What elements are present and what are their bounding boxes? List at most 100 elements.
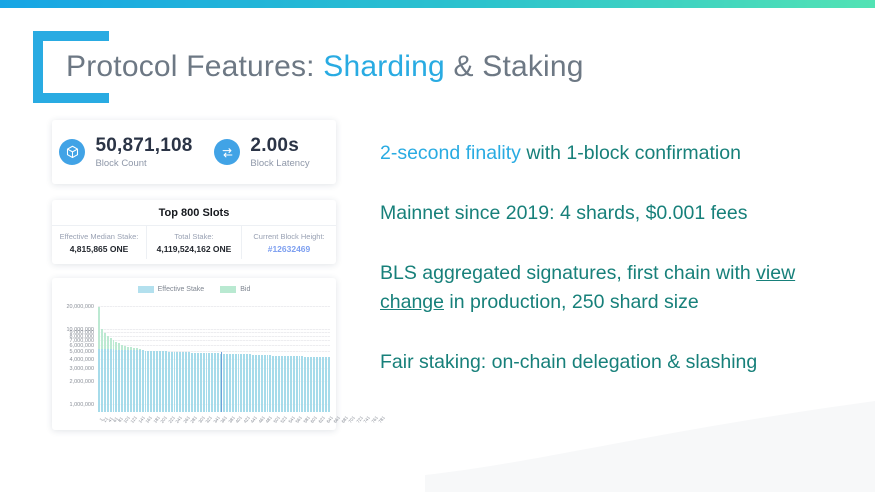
effective-stake-bar [115, 349, 118, 412]
chart-bar-column [147, 304, 151, 412]
chart-bar-column [103, 304, 107, 412]
chart-x-axis-labels: 1 21 41 61 81 101 121 141 161 181 201 221 241 261 281 3… [98, 415, 386, 428]
effective-stake-bar [217, 353, 220, 412]
slots-card-title: Top 800 Slots [158, 207, 230, 219]
y-axis-tick-label: 1,000,000 [69, 401, 94, 408]
effective-stake-bar [214, 353, 217, 412]
effective-stake-bar [307, 356, 310, 412]
chart-bar-column [121, 304, 125, 412]
chart-bars [98, 304, 331, 412]
page-title: Protocol Features: Sharding & Staking [66, 50, 590, 84]
y-axis-tick-label: 6,000,000 [69, 343, 94, 350]
bullet-text-segment: BLS aggregated signatures, first chain w… [380, 262, 757, 284]
effective-stake-bar [156, 351, 159, 412]
effective-stake-bar [324, 357, 327, 412]
effective-stake-bar [106, 349, 109, 412]
chart-bar-column [150, 304, 154, 412]
effective-stake-bar [315, 356, 318, 412]
chart-bar-column [164, 304, 168, 412]
chart-bar-column [252, 304, 255, 412]
effective-stake-bar [220, 353, 222, 412]
effective-stake-bar [103, 349, 106, 412]
effective-stake-bar [205, 353, 208, 412]
chart-bar-column [278, 304, 282, 412]
slots-cell: Current Block Height: #12632469 [241, 226, 336, 259]
chart-bar-column [217, 304, 221, 412]
effective-stake-bar [272, 355, 275, 412]
effective-stake-bar [164, 351, 167, 412]
chart-bar-column [315, 304, 319, 412]
effective-stake-bar [310, 356, 313, 412]
effective-stake-bar [240, 354, 243, 412]
effective-stake-bar [257, 354, 260, 412]
chart-bar-column [185, 304, 189, 412]
view-change-link[interactable]: view change [380, 262, 796, 313]
effective-stake-bar [129, 349, 132, 412]
effective-stake-bar [208, 353, 211, 412]
chart-bar-column [179, 304, 183, 412]
bullet-text-segment: with 1-block confirmation [520, 142, 741, 164]
y-axis-tick-label: 8,000,000 [69, 333, 94, 340]
chart-bar-column [188, 304, 191, 412]
chart-bar-column [144, 304, 148, 412]
y-axis-tick-label: 4,000,000 [69, 356, 94, 363]
y-axis-tick-label: 10,000,000 [66, 326, 94, 333]
effective-stake-bar [286, 356, 289, 412]
bullet-item: BLS aggregated signatures, first chain w… [380, 259, 852, 317]
effective-stake-bar [170, 351, 173, 412]
effective-stake-bar [199, 352, 202, 412]
bullet-text-segment: Mainnet since 2019: 4 shards, $0.001 fee… [380, 202, 748, 224]
chart-bar-column [100, 304, 104, 412]
chart-bar-column [243, 304, 247, 412]
bullet-text-segment: in production, 250 shard size [443, 291, 699, 313]
effective-stake-bar [249, 354, 252, 412]
chart-bar-column [196, 304, 200, 412]
chart-bar-column [237, 304, 241, 412]
chart-bar-column [313, 304, 316, 412]
block-stats-card: 50,871,108 Block Count 2.00s Block Laten… [52, 120, 336, 184]
chart-bar-column [153, 304, 157, 412]
chart-bar-column [318, 304, 322, 412]
chart-bar-column [208, 304, 212, 412]
effective-stake-bar [211, 353, 214, 412]
legend-swatch [137, 286, 154, 293]
chart-bar-column [205, 304, 209, 412]
chart-bar-column [138, 304, 142, 412]
effective-stake-bar [295, 356, 298, 412]
block-count-stat: 50,871,108 Block Count [58, 135, 194, 169]
current-block-height-link[interactable]: #12632469 [267, 244, 311, 254]
effective-stake-bar [231, 353, 234, 412]
bullet-item: Fair staking: on-chain delegation & slas… [380, 348, 852, 377]
effective-stake-bar [109, 349, 112, 412]
chart-bar-column [132, 304, 136, 412]
chart-bar-column [284, 304, 287, 412]
effective-stake-bar [327, 357, 330, 412]
effective-stake-bar [121, 349, 124, 412]
legend-swatch [220, 286, 237, 293]
top-gradient-bar [0, 0, 875, 8]
chart-bar-column [176, 304, 180, 412]
title-prefix: Protocol Features: [66, 50, 324, 83]
block-latency-stat: 2.00s Block Latency [194, 135, 330, 169]
effective-stake-bar [161, 351, 164, 412]
legend-label: Effective Stake [157, 286, 205, 293]
slots-cell: Effective Median Stake: 4,815,865 ONE [52, 226, 146, 259]
effective-stake-bar [243, 354, 246, 412]
effective-stake-bar [318, 356, 321, 412]
chart-bar-column [324, 304, 328, 412]
effective-stake-bar [138, 350, 141, 412]
y-axis-tick-label: 20,000,000 [66, 304, 94, 311]
block-count-value: 50,871,108 [95, 135, 193, 156]
effective-stake-bar [246, 354, 249, 412]
chart-plot-area: 1,000,000 2,000,000 3,000,000 4,000,000 5,00… [66, 304, 331, 412]
y-axis-tick-label: 2,000,000 [69, 379, 94, 386]
legend-label: Bid [240, 286, 251, 293]
chart-bar-column [112, 304, 116, 412]
chart-bar-column [161, 304, 165, 412]
chart-bar-column [263, 304, 267, 412]
effective-stake-bar [179, 352, 182, 412]
chart-bar-column [246, 304, 250, 412]
chart-bar-column [173, 304, 177, 412]
effective-stake-bar [269, 355, 272, 412]
